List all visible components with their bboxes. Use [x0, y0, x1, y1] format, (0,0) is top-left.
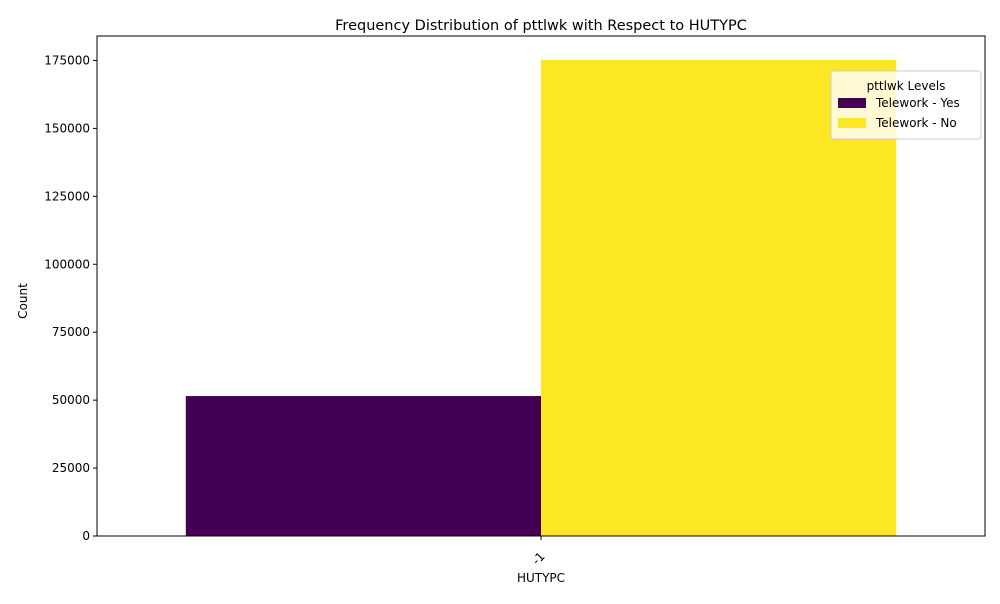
y-tick-label: 175000	[44, 53, 90, 67]
y-tick-label: 125000	[44, 189, 90, 203]
y-tick-label: 100000	[44, 257, 90, 271]
x-axis-label: HUTYPC	[517, 571, 565, 585]
y-tick-label: 25000	[52, 461, 90, 475]
y-tick-label: 0	[82, 529, 90, 543]
x-axis: -1	[529, 536, 548, 568]
legend-title: pttlwk Levels	[867, 79, 946, 93]
legend-label: Telework - No	[875, 116, 957, 130]
chart-title: Frequency Distribution of pttlwk with Re…	[335, 18, 747, 34]
legend-box	[830, 70, 982, 140]
y-tick-label: 75000	[52, 325, 90, 339]
legend: pttlwk Levels Telework - Yes Telework - N…	[830, 70, 982, 140]
y-tick-label: 150000	[44, 121, 90, 135]
bar-telework-yes	[185, 396, 542, 536]
y-axis-label: Count	[16, 283, 30, 319]
y-axis: 0 25000 50000 75000 100000 125000 150000 175000	[44, 53, 97, 543]
y-tick-label: 50000	[52, 393, 90, 407]
x-tick-label: -1	[529, 549, 547, 567]
legend-swatch	[838, 98, 866, 108]
legend-label: Telework - Yes	[875, 96, 960, 110]
legend-swatch	[838, 118, 866, 128]
